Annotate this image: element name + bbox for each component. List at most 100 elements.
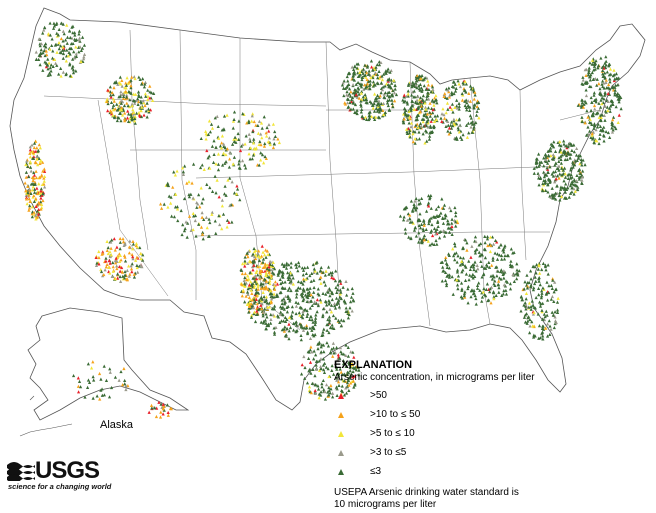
sample-point [197, 222, 201, 226]
sample-point [363, 95, 367, 100]
sample-point [232, 191, 237, 195]
sample-point [120, 265, 124, 270]
legend-subtitle: Arsenic concentration, in micrograms per… [334, 372, 535, 383]
sample-point [486, 243, 490, 248]
sample-point [148, 96, 152, 100]
sample-point [125, 268, 129, 272]
sample-point [204, 129, 208, 134]
sample-point [600, 96, 604, 100]
sample-point [370, 65, 374, 69]
sample-point [124, 387, 128, 392]
sample-point [202, 167, 206, 171]
sample-point [456, 287, 460, 291]
sample-point [471, 276, 475, 280]
sample-point [276, 137, 280, 141]
sample-point [68, 35, 72, 40]
sample-point [477, 243, 481, 247]
sample-point [40, 160, 45, 164]
sample-point [473, 235, 478, 239]
sample-point [450, 84, 455, 89]
sample-point [537, 183, 541, 187]
sample-point [447, 275, 451, 279]
sample-point [34, 204, 38, 208]
sample-point [112, 86, 116, 90]
sample-point [328, 325, 333, 330]
sample-point [463, 264, 467, 268]
sample-point [182, 229, 187, 233]
sample-point [367, 72, 371, 76]
sample-point [598, 132, 602, 136]
sample-point [460, 261, 464, 265]
sample-point [345, 372, 349, 376]
sample-point [146, 88, 150, 92]
sample-point [116, 82, 120, 86]
sample-point [206, 132, 211, 136]
sample-point [82, 43, 87, 47]
sample-point [233, 135, 237, 139]
sample-point [456, 79, 460, 83]
sample-point [441, 265, 445, 269]
sample-point [604, 78, 608, 82]
sample-point [65, 48, 69, 52]
sample-point [522, 315, 527, 319]
sample-point [161, 402, 165, 406]
sample-point [243, 142, 247, 146]
sample-point [291, 321, 296, 325]
sample-point [423, 101, 427, 105]
sample-point [265, 249, 269, 253]
sample-point [412, 202, 416, 206]
sample-point [475, 283, 480, 287]
sample-point [605, 70, 609, 74]
sample-point [602, 113, 606, 118]
sample-point [251, 129, 255, 134]
sample-point [42, 167, 46, 171]
sample-point [562, 187, 567, 191]
sample-point [570, 186, 574, 190]
sample-point [338, 346, 343, 350]
sample-point [24, 162, 28, 167]
sample-point [509, 264, 513, 269]
sample-point [365, 82, 370, 86]
sample-point [434, 207, 438, 211]
sample-point [105, 97, 109, 101]
sample-point [412, 107, 416, 111]
sample-point [321, 363, 326, 367]
sample-point [337, 298, 341, 302]
sample-point [422, 84, 426, 88]
sample-point [250, 283, 254, 287]
sample-point [453, 205, 457, 210]
sample-point [27, 197, 31, 201]
sample-point [379, 60, 383, 65]
sample-point [432, 100, 436, 104]
alaska-islands [19, 395, 73, 437]
sample-point [36, 163, 40, 167]
sample-point [592, 68, 596, 72]
sample-point [68, 61, 72, 66]
sample-point [337, 305, 341, 309]
sample-point [264, 271, 268, 275]
sample-point [373, 83, 377, 87]
sample-point [350, 309, 354, 313]
sample-point [528, 317, 532, 322]
sample-point [47, 61, 51, 65]
sample-point [463, 103, 467, 108]
sample-point [287, 322, 291, 326]
sample-point [45, 53, 49, 57]
sample-point [423, 105, 428, 109]
sample-point [577, 156, 581, 160]
sample-point [418, 218, 422, 222]
sample-point [124, 86, 128, 90]
sample-point [250, 271, 254, 275]
sample-point [141, 99, 145, 103]
sample-point [316, 303, 320, 308]
sample-point [445, 274, 449, 278]
sample-point [449, 120, 454, 124]
sample-point [252, 285, 256, 289]
sample-point [546, 190, 550, 194]
legend-note: USEPA Arsenic drinking water standard is… [334, 487, 519, 510]
sample-point [603, 61, 607, 65]
sample-point [258, 269, 263, 273]
sample-point [458, 255, 463, 260]
sample-point [546, 334, 550, 338]
sample-point [262, 115, 266, 119]
